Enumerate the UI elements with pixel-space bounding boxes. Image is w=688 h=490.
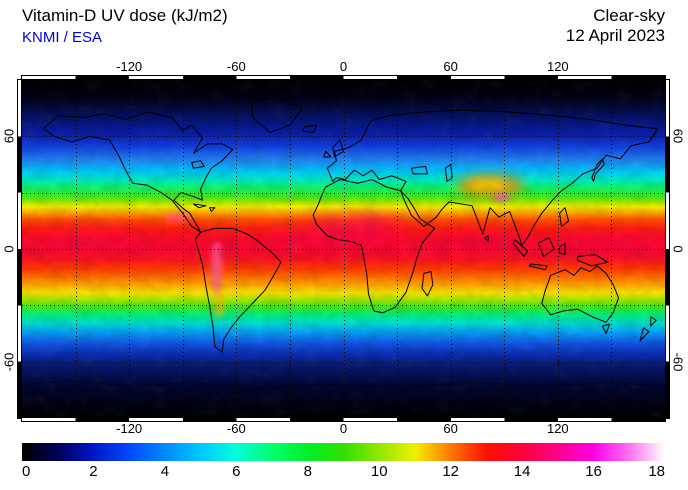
title-block-left: Vitamin-D UV dose (kJ/m2) KNMI / ESA: [22, 6, 228, 47]
coastline-antarctica-hint: [22, 380, 665, 388]
lon-tick-label: 0: [339, 59, 348, 74]
outline-great-lakes: [192, 161, 205, 169]
coastline-japan: [592, 159, 605, 182]
map-frame-right: [665, 79, 670, 419]
lat-tick-label: -60: [1, 352, 17, 372]
lon-tick-label: 60: [443, 421, 458, 436]
coastline-africa: [313, 180, 434, 313]
lon-tick-label: -120: [116, 59, 143, 74]
title-block-right: Clear-sky 12 April 2023: [566, 6, 665, 46]
colorbar-tick-label: 18: [648, 463, 665, 480]
gridline-lon: [182, 80, 184, 418]
gridline-lon: [504, 80, 506, 418]
colorbar-tick-label: 12: [442, 463, 459, 480]
coastline-north-america: [43, 112, 232, 232]
credit-label: KNMI / ESA: [22, 29, 103, 46]
colorbar-tick-label: 0: [22, 463, 31, 480]
colorbar-tick-label: 10: [370, 463, 388, 480]
gridline-lon: [557, 80, 559, 418]
lon-tick-label: 0: [339, 421, 348, 436]
coastline-british-isles: [324, 140, 344, 157]
gridline-lon: [343, 80, 345, 418]
lon-tick-label: 120: [546, 59, 569, 74]
outline-black-sea: [411, 166, 427, 174]
lat-tick-label: 60: [670, 129, 686, 144]
gridline-lon: [450, 80, 452, 418]
colorbar-tick-label: 4: [160, 463, 170, 480]
coastline-eurasia: [327, 110, 657, 245]
gridline-lon: [75, 80, 77, 418]
colorbar-tick-label: 2: [89, 463, 98, 480]
outline-caspian-sea: [445, 165, 452, 182]
lat-tick-label: 0: [670, 245, 686, 253]
world-uv-dose-map: [22, 80, 665, 418]
coastline-madagascar: [422, 272, 433, 296]
gridline-lon: [236, 80, 238, 418]
coastline-australia: [542, 266, 619, 322]
lat-tick-label: -60: [670, 352, 686, 372]
lat-tick-label: 60: [1, 129, 17, 144]
lon-tick-label: -60: [226, 421, 246, 436]
map-frame-top: [21, 75, 666, 80]
colorbar: [22, 443, 665, 461]
coastline-iceland: [302, 125, 316, 133]
lon-tick-label: -120: [116, 421, 143, 436]
map-frame-left: [17, 79, 22, 419]
colorbar-tick-label: 14: [513, 463, 531, 480]
colorbar-tick-label: 6: [232, 463, 241, 480]
gridline-lon: [289, 80, 291, 418]
coastline-south-america: [195, 228, 281, 352]
coastline-sri-lanka: [485, 236, 489, 242]
coastline-tasmania-nz: [602, 317, 656, 341]
gridline-lon: [611, 80, 613, 418]
lon-tick-label: 120: [546, 421, 569, 436]
lon-tick-label: -60: [226, 59, 246, 74]
coastline-caribbean-islands: [193, 204, 214, 212]
colorbar-tick-label: 8: [303, 463, 312, 480]
coastline-greenland: [252, 97, 302, 133]
lon-tick-label: 60: [443, 59, 458, 74]
coastline-overlay: [22, 80, 665, 418]
date-label: 12 April 2023: [565, 26, 665, 45]
gridline-lon: [129, 80, 131, 418]
page-title: Vitamin-D UV dose (kJ/m2): [22, 6, 228, 25]
gridline-lon: [397, 80, 399, 418]
lat-tick-label: 0: [1, 245, 17, 253]
condition-label: Clear-sky: [593, 6, 665, 25]
colorbar-tick-label: 16: [585, 463, 602, 480]
